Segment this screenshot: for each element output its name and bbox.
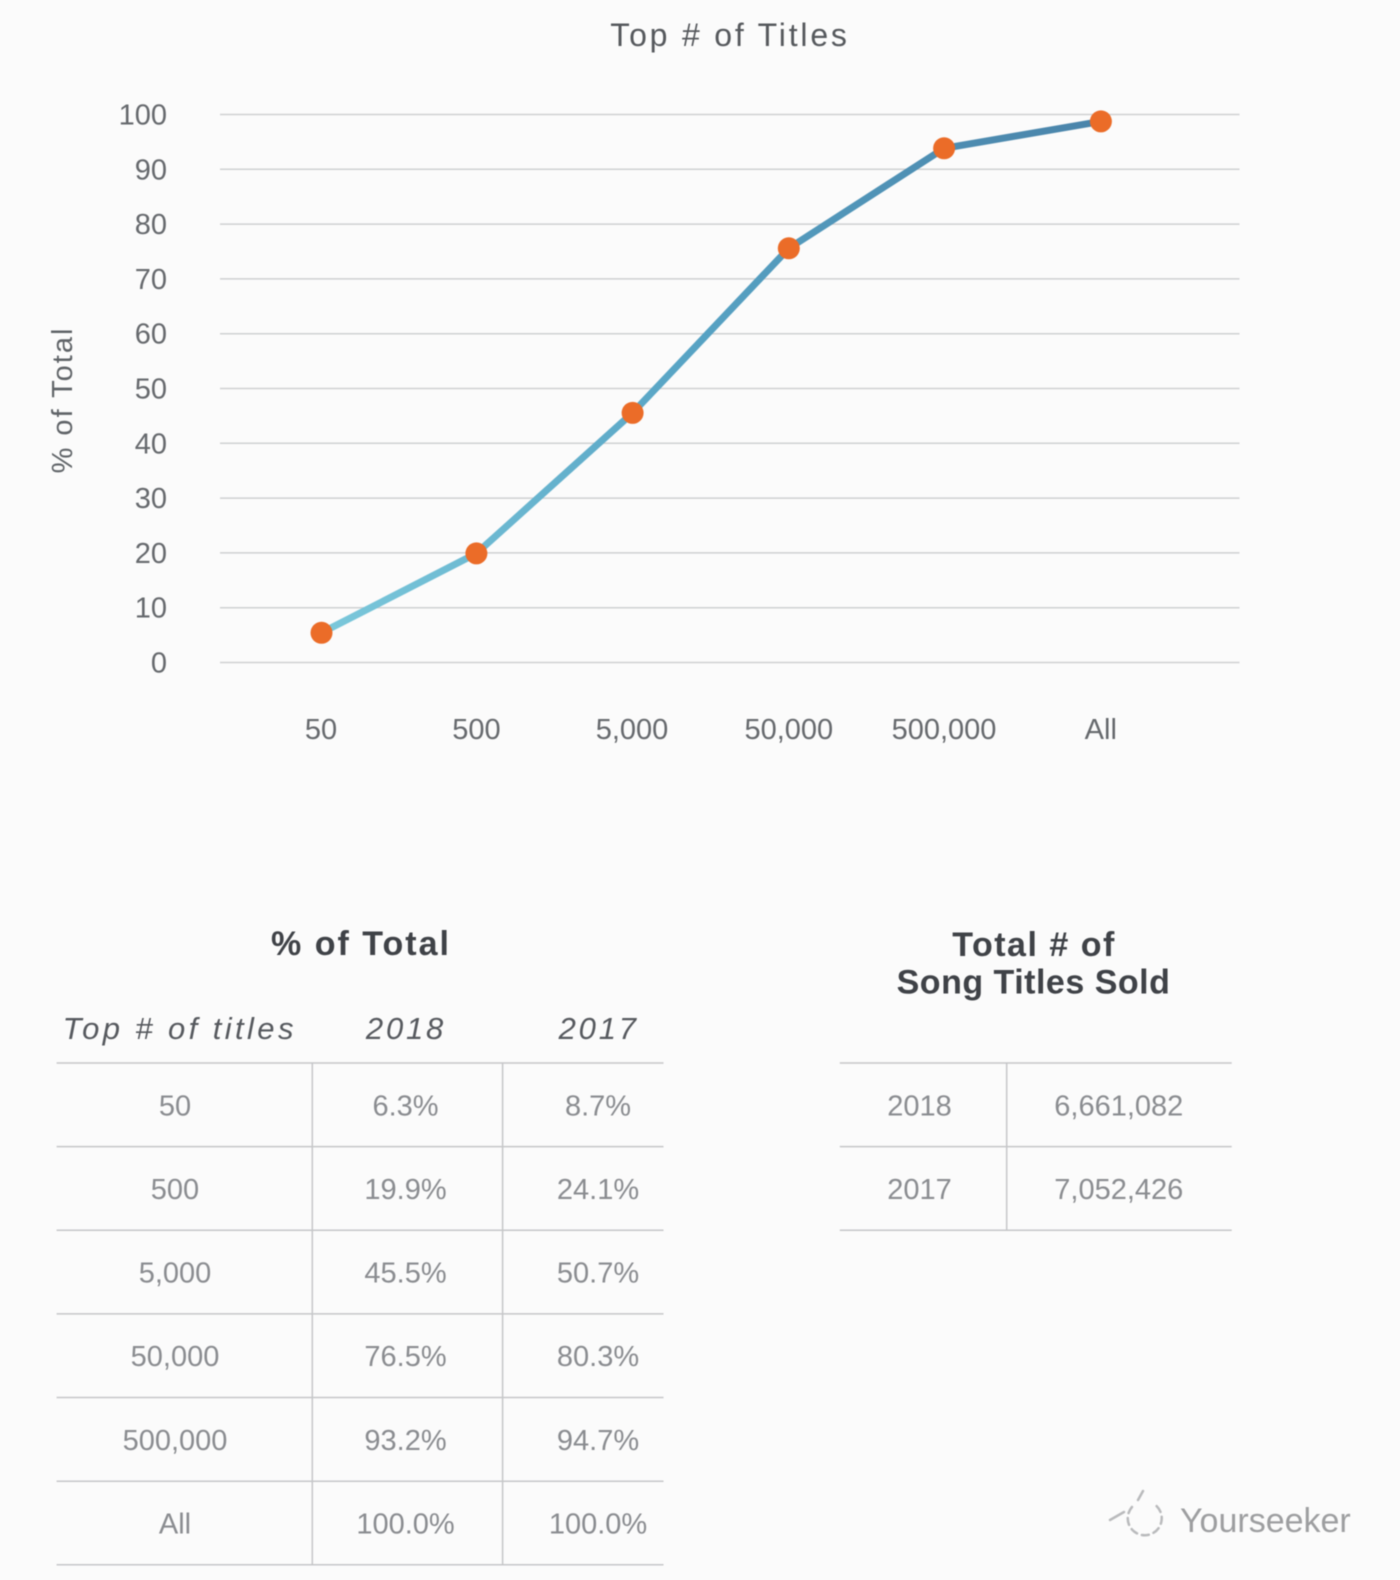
svg-text:45.5%: 45.5% [364, 1258, 446, 1290]
svg-text:70: 70 [135, 264, 167, 296]
svg-text:50,000: 50,000 [744, 714, 833, 746]
svg-text:Yourseeker: Yourseeker [1180, 1502, 1351, 1540]
svg-text:100.0%: 100.0% [356, 1509, 454, 1541]
svg-text:% of Total: % of Total [271, 925, 451, 963]
svg-text:2017: 2017 [887, 1174, 952, 1206]
svg-text:8.7%: 8.7% [565, 1090, 631, 1122]
svg-text:10: 10 [135, 593, 167, 625]
svg-text:19.9%: 19.9% [364, 1174, 446, 1206]
svg-text:500: 500 [151, 1174, 199, 1206]
svg-text:500,000: 500,000 [892, 714, 997, 746]
svg-text:All: All [1085, 714, 1117, 746]
svg-text:Top # of titles: Top # of titles [63, 1011, 297, 1046]
svg-text:Song Titles Sold: Song Titles Sold [897, 964, 1171, 1002]
svg-text:50,000: 50,000 [131, 1341, 220, 1373]
svg-text:24.1%: 24.1% [557, 1174, 639, 1206]
svg-text:500,000: 500,000 [123, 1425, 228, 1457]
svg-text:5,000: 5,000 [139, 1258, 212, 1290]
svg-text:500: 500 [452, 714, 500, 746]
svg-text:All: All [159, 1509, 191, 1541]
svg-text:2017: 2017 [558, 1011, 639, 1046]
svg-text:50.7%: 50.7% [557, 1258, 639, 1290]
svg-text:2018: 2018 [887, 1090, 952, 1122]
svg-text:50: 50 [305, 714, 337, 746]
svg-text:80: 80 [135, 209, 167, 241]
svg-text:93.2%: 93.2% [364, 1425, 446, 1457]
svg-text:5,000: 5,000 [596, 714, 669, 746]
svg-text:100.0%: 100.0% [549, 1509, 647, 1541]
svg-text:80.3%: 80.3% [557, 1341, 639, 1373]
svg-text:50: 50 [135, 374, 167, 406]
svg-text:30: 30 [135, 483, 167, 515]
svg-text:Top # of Titles: Top # of Titles [610, 17, 849, 53]
svg-text:90: 90 [135, 154, 167, 186]
svg-text:0: 0 [151, 648, 167, 680]
svg-text:94.7%: 94.7% [557, 1425, 639, 1457]
svg-text:76.5%: 76.5% [364, 1341, 446, 1373]
svg-text:6.3%: 6.3% [372, 1090, 438, 1122]
svg-text:6,661,082: 6,661,082 [1054, 1090, 1183, 1122]
svg-text:20: 20 [135, 538, 167, 570]
svg-text:60: 60 [135, 319, 167, 351]
svg-text:Total # of: Total # of [952, 926, 1116, 964]
svg-text:40: 40 [135, 428, 167, 460]
svg-text:% of Total: % of Total [47, 327, 79, 474]
svg-text:2018: 2018 [365, 1011, 446, 1046]
svg-text:50: 50 [159, 1090, 191, 1122]
svg-text:100: 100 [119, 100, 167, 132]
svg-text:7,052,426: 7,052,426 [1054, 1174, 1183, 1206]
